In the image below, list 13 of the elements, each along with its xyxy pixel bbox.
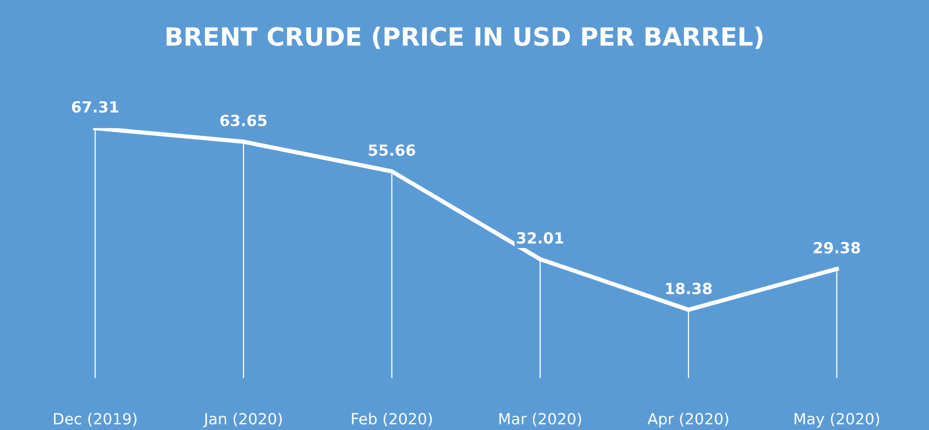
data-label: 67.31 bbox=[72, 101, 118, 113]
x-tick-label: Apr (2020) bbox=[648, 412, 728, 428]
data-label: 18.38 bbox=[666, 282, 712, 294]
x-tick-label: Jan (2020) bbox=[203, 412, 282, 428]
x-tick-label: May (2020) bbox=[794, 412, 880, 428]
data-label: 32.01 bbox=[517, 232, 564, 244]
x-tick-label: Dec (2019) bbox=[54, 412, 136, 426]
x-tick-label: Feb (2020) bbox=[352, 412, 432, 426]
data-label: 55.66 bbox=[368, 144, 416, 156]
x-tick-label: Mar (2020) bbox=[499, 412, 582, 426]
data-label: 29.38 bbox=[814, 242, 860, 254]
chart-title: BRENT CRUDE (PRICE IN USD PER BARREL) bbox=[166, 26, 763, 49]
data-label: 63.65 bbox=[220, 114, 267, 126]
